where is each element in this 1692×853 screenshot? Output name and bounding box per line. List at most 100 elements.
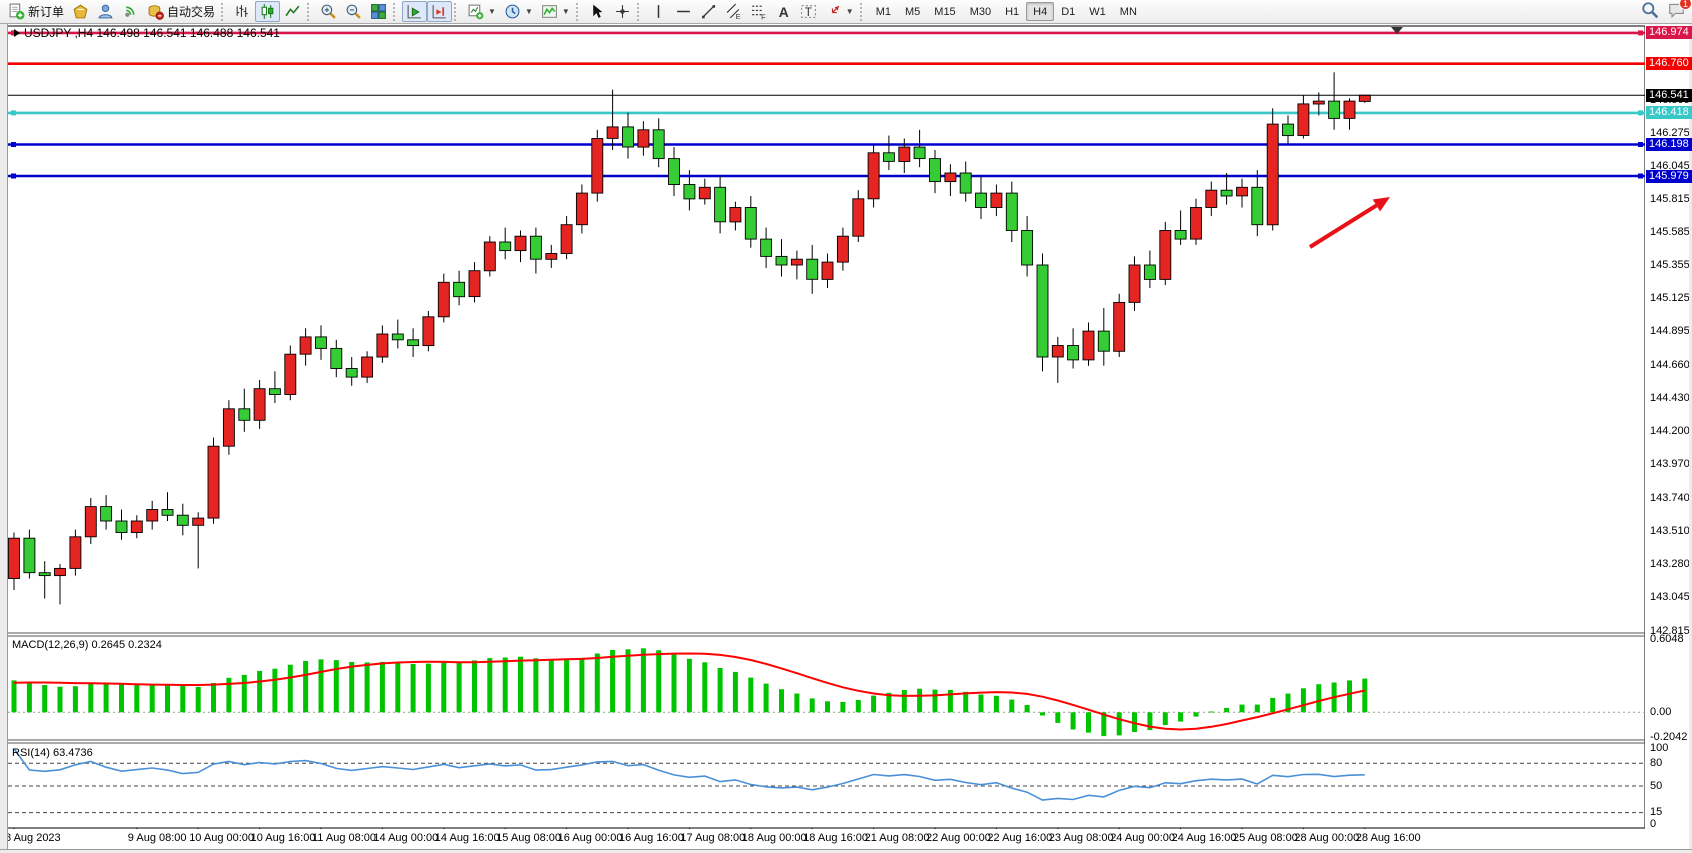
window-bottom-edge bbox=[0, 849, 1692, 853]
tf-m30-label: M30 bbox=[969, 5, 992, 18]
macd-scale-label: 0.00 bbox=[1650, 705, 1672, 718]
time-axis-label: 25 Aug 08:00 bbox=[1233, 832, 1298, 844]
auto-scroll-button[interactable] bbox=[402, 1, 428, 22]
dropdown-caret-icon[interactable]: ▼ bbox=[488, 7, 496, 16]
window-left-edge bbox=[0, 24, 8, 853]
tf-h1-label: H1 bbox=[1005, 5, 1020, 18]
tf-d1[interactable]: D1 bbox=[1054, 2, 1082, 21]
horizontal-price-lines[interactable] bbox=[8, 30, 1645, 179]
time-axis-label: 24 Aug 16:00 bbox=[1171, 832, 1237, 844]
new-chart-button[interactable]: ▼ bbox=[463, 1, 500, 22]
dropdown-caret-icon[interactable]: ▼ bbox=[845, 7, 854, 16]
price-tick-label: 145.815 bbox=[1650, 193, 1690, 206]
current-price-label: 146.541 bbox=[1646, 88, 1692, 102]
line-handle[interactable] bbox=[1638, 173, 1643, 179]
bar-chart-button[interactable] bbox=[230, 1, 255, 22]
price-tick-label: 143.510 bbox=[1650, 524, 1690, 537]
line-chart-button[interactable] bbox=[280, 1, 305, 22]
tf-m5[interactable]: M5 bbox=[898, 2, 927, 21]
horizontal-line-button[interactable] bbox=[671, 1, 696, 22]
line-handle[interactable] bbox=[1638, 30, 1643, 36]
toolbar-separator bbox=[307, 2, 314, 21]
line-handle[interactable] bbox=[11, 173, 16, 179]
arrows-button[interactable]: ▼ bbox=[821, 1, 858, 22]
price-axis[interactable]: 146.965146.735146.505146.275146.045145.8… bbox=[1645, 24, 1692, 849]
tf-h4[interactable]: H4 bbox=[1026, 2, 1055, 21]
window-right-edge bbox=[1689, 24, 1692, 853]
trend-arrow-annotation[interactable] bbox=[1308, 197, 1390, 249]
tf-mn[interactable]: MN bbox=[1113, 2, 1144, 21]
toolbar-separator bbox=[221, 2, 228, 21]
svg-text:F: F bbox=[761, 12, 766, 20]
time-axis-label: 18 Aug 16:00 bbox=[803, 832, 869, 844]
fibonacci-button[interactable]: F bbox=[746, 1, 771, 22]
time-axis-label: 16 Aug 16:00 bbox=[619, 832, 684, 844]
tf-m30[interactable]: M30 bbox=[963, 2, 998, 21]
signals-button[interactable] bbox=[118, 1, 143, 22]
vertical-line-button[interactable] bbox=[646, 1, 671, 22]
price-tick-label: 143.045 bbox=[1650, 591, 1690, 604]
toolbar-separator bbox=[454, 2, 461, 21]
community-button[interactable] bbox=[93, 1, 118, 22]
tf-m15[interactable]: M15 bbox=[927, 2, 962, 21]
tf-m15-label: M15 bbox=[934, 5, 956, 18]
time-axis-label: 8 Aug 2023 bbox=[5, 832, 61, 844]
price-tick-label: 145.585 bbox=[1650, 226, 1690, 239]
price-chart-canvas[interactable] bbox=[0, 24, 1692, 853]
tf-m5-label: M5 bbox=[905, 5, 921, 18]
toolbar-separator bbox=[859, 2, 867, 21]
profiles-button[interactable]: ▼ bbox=[500, 1, 537, 22]
chart-shift-marker[interactable] bbox=[1391, 27, 1403, 34]
crosshair-button[interactable] bbox=[610, 1, 635, 22]
price-line-label: 146.974 bbox=[1646, 26, 1692, 40]
chat-icon[interactable]: 1 bbox=[1667, 0, 1692, 24]
line-handle[interactable] bbox=[11, 30, 16, 36]
price-tick-label: 143.740 bbox=[1650, 491, 1690, 504]
line-handle[interactable] bbox=[1638, 110, 1643, 116]
toolbar-separator bbox=[575, 2, 583, 21]
dropdown-caret-icon[interactable]: ▼ bbox=[524, 7, 533, 16]
tf-d1-label: D1 bbox=[1061, 5, 1076, 18]
svg-text:A: A bbox=[779, 4, 789, 20]
time-axis-label: 14 Aug 00:00 bbox=[373, 832, 439, 844]
chart-window[interactable] bbox=[0, 24, 1692, 853]
tf-mn-label: MN bbox=[1119, 5, 1137, 18]
cursor-button[interactable] bbox=[585, 1, 610, 22]
equidistant-channel-button[interactable]: E bbox=[721, 1, 746, 22]
candlestick-chart-button[interactable] bbox=[255, 1, 281, 22]
time-axis-label: 21 Aug 08:00 bbox=[864, 832, 930, 844]
text-button[interactable]: A bbox=[771, 1, 796, 22]
time-axis-label: 23 Aug 08:00 bbox=[1048, 832, 1114, 844]
time-axis-label: 15 Aug 08:00 bbox=[496, 832, 562, 844]
time-axis-label: 28 Aug 16:00 bbox=[1355, 832, 1421, 844]
chart-shift-button[interactable] bbox=[427, 1, 453, 22]
market-button[interactable] bbox=[68, 1, 93, 22]
zoom-out-button[interactable] bbox=[341, 1, 366, 22]
dropdown-caret-icon[interactable]: ▼ bbox=[561, 7, 570, 16]
line-handle[interactable] bbox=[1638, 142, 1643, 147]
search-icon[interactable] bbox=[1641, 1, 1659, 24]
tf-w1[interactable]: W1 bbox=[1082, 2, 1113, 21]
line-handle[interactable] bbox=[11, 110, 16, 116]
trendline-button[interactable] bbox=[696, 1, 721, 22]
autotrading-button[interactable]: 自动交易 bbox=[143, 1, 219, 22]
tf-m1[interactable]: M1 bbox=[869, 2, 898, 21]
candlesticks bbox=[8, 72, 1371, 605]
line-handle[interactable] bbox=[11, 142, 16, 147]
text-label-button[interactable]: T bbox=[796, 1, 821, 22]
price-tick-label: 144.895 bbox=[1650, 325, 1690, 338]
one-click-trading-toggle[interactable] bbox=[14, 29, 20, 37]
tf-h1[interactable]: H1 bbox=[998, 2, 1026, 21]
new-order-button[interactable]: 新订单 bbox=[4, 1, 68, 22]
tf-m1-label: M1 bbox=[875, 5, 891, 18]
tile-windows-button[interactable] bbox=[366, 1, 391, 22]
price-line-label: 145.979 bbox=[1646, 169, 1692, 183]
price-line-label: 146.418 bbox=[1646, 106, 1692, 120]
time-axis-label: 14 Aug 16:00 bbox=[434, 832, 500, 844]
time-axis-label: 24 Aug 00:00 bbox=[1110, 832, 1176, 844]
zoom-in-button[interactable] bbox=[316, 1, 341, 22]
indicators-button[interactable]: ▼ bbox=[537, 1, 574, 22]
time-axis-label: 16 Aug 00:00 bbox=[557, 832, 623, 844]
time-axis[interactable]: 8 Aug 2023 9 Aug 08:00 10 Aug 00:00 10 Aug … bbox=[5, 829, 1689, 849]
